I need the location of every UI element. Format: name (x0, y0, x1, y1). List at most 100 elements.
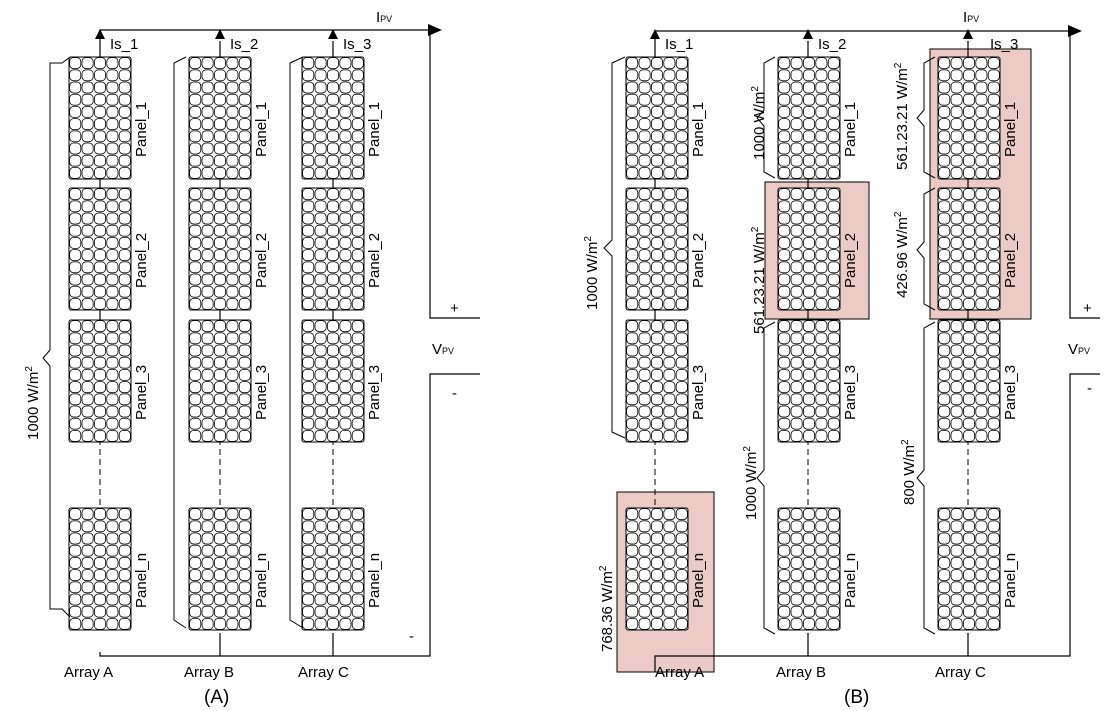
irr-b-c-3n-text: 800 W/m (901, 445, 918, 505)
pv-cell (651, 261, 664, 274)
pv-cell (803, 93, 816, 106)
pv-cell (118, 417, 131, 430)
pv-cell (314, 381, 327, 394)
pv-cell (106, 508, 119, 521)
panel-label: Panel_n (253, 553, 270, 608)
pv-cell (94, 93, 107, 106)
pv-cell (651, 381, 664, 394)
pv-cell (314, 273, 327, 286)
pv-cell (827, 332, 840, 345)
pv-cell (81, 581, 94, 594)
pv-cell (638, 249, 651, 262)
pv-cell (950, 57, 963, 69)
pv-cell (675, 618, 688, 630)
pv-cell (950, 212, 963, 225)
pv-cell (663, 285, 676, 298)
pv-cell (638, 285, 651, 298)
pv-cell (213, 200, 226, 213)
pv-cell (302, 57, 315, 69)
pv-cell (69, 166, 82, 179)
panel-label: Panel_2 (253, 233, 270, 288)
pv-cell (326, 166, 339, 179)
pv-cell (626, 381, 639, 394)
pv-cell (69, 57, 82, 69)
pv-cell (226, 320, 239, 333)
pv-cell (638, 212, 651, 225)
ipv-main-b: I (963, 9, 967, 26)
pv-cell (339, 557, 352, 569)
pv-cell (675, 224, 688, 237)
pv-cell (351, 618, 364, 630)
pv-cell (651, 581, 664, 594)
brace-array-b (173, 56, 187, 629)
pv-cell (790, 393, 803, 406)
pv-cell (827, 142, 840, 155)
pv-cell (189, 118, 202, 130)
pv-cell (314, 332, 327, 345)
pv-cell (626, 106, 639, 118)
pv-cell (238, 569, 251, 581)
pv-cell (94, 532, 107, 545)
pv-cell (963, 618, 976, 630)
pv-cell (351, 356, 364, 369)
pv-cell (975, 285, 988, 298)
pv-cell (302, 605, 315, 618)
pv-cell (302, 618, 315, 630)
panel-label: Panel_n (366, 553, 383, 608)
pv-cell (314, 236, 327, 249)
pv-cell (238, 285, 251, 298)
pv-cell (638, 381, 651, 394)
pv-cell (675, 69, 688, 82)
pv-cell (803, 368, 816, 381)
pv-cell (81, 69, 94, 82)
pv-cell (963, 118, 976, 130)
pv-cell (815, 532, 828, 545)
pv-cell (238, 81, 251, 94)
pv-cell (938, 593, 951, 606)
pv-cell (69, 508, 82, 521)
pv-cell (803, 261, 816, 274)
pv-cell (226, 297, 239, 310)
pv-cell (226, 544, 239, 557)
pv-cell (302, 106, 315, 118)
pv-cell (351, 57, 364, 69)
pv-cell (975, 57, 988, 69)
pv-cell (189, 224, 202, 237)
pv-cell (339, 508, 352, 521)
pv-cell (326, 261, 339, 274)
pv-cell (827, 557, 840, 569)
pv-cell (326, 106, 339, 118)
pv-cell (675, 142, 688, 155)
pv-cell (339, 417, 352, 430)
pv-cell (213, 224, 226, 237)
pv-cell (118, 393, 131, 406)
bottom-bus-line-b (654, 373, 1100, 672)
pv-cell (778, 368, 791, 381)
pv-cell (778, 142, 791, 155)
pv-cell (81, 368, 94, 381)
pv-cell (950, 381, 963, 394)
pv-cell (963, 93, 976, 106)
pv-cell (326, 393, 339, 406)
pv-cell (94, 368, 107, 381)
pv-cell (314, 405, 327, 418)
irr-b-c-1: 561.23.21 W/m2 (893, 62, 911, 170)
irr-b-c-1-exp: 2 (893, 62, 904, 68)
pv-cell (651, 569, 664, 581)
pv-cell (81, 285, 94, 298)
pv-cell (827, 118, 840, 130)
panel-label: Panel_n (690, 553, 707, 608)
pv-cell (201, 581, 214, 594)
pv-cell (326, 142, 339, 155)
pv-cell (213, 429, 226, 442)
irr-b-a-n-exp: 2 (598, 565, 609, 571)
pv-cell (963, 297, 976, 310)
pv-cell (651, 236, 664, 249)
irr-b-b-1-text: 1000 W/m (751, 92, 768, 160)
pv-cell (815, 393, 828, 406)
pv-cell (803, 520, 816, 533)
pv-cell (226, 130, 239, 143)
pv-cell (638, 106, 651, 118)
pv-cell (302, 557, 315, 569)
